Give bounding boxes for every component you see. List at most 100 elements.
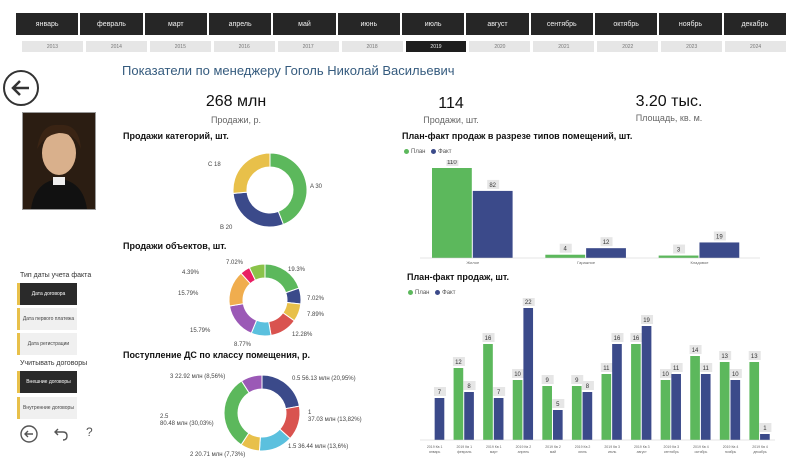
bar-fact — [523, 308, 534, 440]
legend-fact-swatch — [431, 149, 437, 154]
income-title: Поступление ДС по классу помещения, р. — [123, 350, 311, 360]
year-2019[interactable]: 2019 — [405, 41, 467, 52]
fact-type-contract-button[interactable]: Дата договора — [17, 283, 77, 305]
month-8[interactable]: август — [466, 13, 529, 35]
month-11[interactable]: ноябрь — [659, 13, 722, 35]
data-label: 7 — [497, 390, 501, 396]
data-label-bg — [541, 375, 554, 384]
legend-plan-swatch — [408, 290, 413, 295]
data-label-bg — [452, 357, 465, 366]
manager-portrait — [22, 112, 96, 210]
year-2013[interactable]: 2013 — [22, 41, 83, 52]
data-label-bg — [719, 351, 732, 360]
year-filter: 2013 2014 2015 2016 2017 2018 2019 2020 2021 2022… — [22, 41, 787, 52]
internal-contracts-button[interactable]: Внутренние договоры — [17, 397, 77, 419]
data-label-bg — [600, 237, 613, 247]
data-label: 10 — [732, 372, 739, 378]
data-label: 9 — [545, 378, 549, 384]
data-label: 16 — [614, 336, 621, 342]
data-label: 10 — [662, 372, 669, 378]
year-2024[interactable]: 2024 — [725, 41, 787, 52]
bar-fact — [760, 434, 770, 440]
data-label-bg — [522, 298, 535, 306]
year-2014[interactable]: 2014 — [85, 41, 147, 52]
kpi-area-label: Площадь, кв. м. — [635, 113, 703, 123]
data-label-bg — [552, 399, 565, 408]
donut-label: 2 20.71 млн (7,73%) — [190, 452, 245, 458]
data-label: 82 — [489, 183, 496, 189]
donut-label: 0.5 56.13 млн (20,95%) — [292, 376, 356, 382]
bar-plan — [432, 168, 472, 258]
back-icon[interactable] — [20, 425, 38, 446]
bar-fact — [464, 392, 474, 440]
data-label-bg — [673, 244, 686, 254]
year-2016[interactable]: 2016 — [213, 41, 275, 52]
bar-fact — [699, 242, 740, 258]
category-label: 2019 Кв 3 сентябрь — [664, 445, 680, 454]
external-contracts-button[interactable]: Внешние договоры — [17, 371, 77, 393]
bar-plan — [571, 386, 582, 440]
month-1[interactable]: январь — [16, 13, 79, 35]
data-label-bg — [700, 363, 713, 372]
data-label: 3 — [677, 248, 681, 254]
legend-plan-swatch — [404, 149, 409, 154]
bar-plan — [542, 386, 552, 440]
year-2020[interactable]: 2020 — [469, 41, 531, 52]
undo-icon[interactable] — [52, 425, 70, 446]
data-label-bg — [748, 351, 761, 360]
donut-label: 2.5 80.48 млн (30,03%) — [160, 414, 214, 427]
bar-fact — [700, 374, 711, 440]
month-12[interactable]: декабрь — [723, 13, 786, 35]
month-10[interactable]: октябрь — [594, 13, 658, 35]
year-2017[interactable]: 2017 — [277, 41, 339, 52]
kpi-area-value: 3.20 тыс. — [635, 93, 703, 110]
objects-title: Продажи объектов, шт. — [123, 241, 227, 251]
month-6[interactable]: июнь — [337, 13, 400, 35]
month-2[interactable]: февраль — [80, 13, 143, 35]
bar-plan — [483, 344, 493, 440]
data-label: 7 — [438, 390, 442, 396]
bar-fact — [472, 190, 513, 258]
bar-plan — [660, 380, 671, 440]
donut-slice — [223, 380, 250, 446]
month-5[interactable]: май — [273, 13, 336, 35]
data-label-bg — [641, 315, 654, 324]
month-filter: январь февраль март апрель май июнь июль август… — [16, 13, 786, 35]
year-2018[interactable]: 2018 — [341, 41, 403, 52]
month-7[interactable]: июль — [401, 13, 465, 35]
month-4[interactable]: апрель — [208, 13, 272, 35]
back-arrow-circle-icon[interactable] — [3, 70, 39, 106]
donut-label: C 18 — [208, 162, 221, 168]
bar-plan — [631, 344, 641, 440]
data-label: 9 — [575, 378, 579, 384]
help-icon[interactable]: ? — [86, 425, 93, 439]
donut-slice — [248, 263, 266, 281]
year-2022[interactable]: 2022 — [597, 41, 659, 52]
data-label: 12 — [455, 360, 462, 366]
category-label: 2019 Кв 4 октябрь — [693, 445, 709, 454]
bar-fact — [641, 326, 652, 440]
bar-plan — [512, 380, 523, 440]
data-label-bg — [487, 179, 500, 189]
donut-label: 3 22.92 млн (8,56%) — [170, 374, 225, 380]
categories-donut-chart: A 30 B 20 C 18 — [208, 152, 323, 231]
donut-label: 7.02% — [226, 260, 244, 266]
data-label: 11 — [673, 366, 680, 372]
year-2021[interactable]: 2021 — [533, 41, 595, 52]
data-label-bg — [463, 381, 476, 390]
fact-type-registration-button[interactable]: Дата регистрации — [17, 333, 77, 355]
bar-fact — [552, 410, 563, 440]
year-2015[interactable]: 2015 — [149, 41, 211, 52]
plan-fact-types-title: План-факт продаж в разрезе типов помещен… — [402, 131, 633, 141]
year-2023[interactable]: 2023 — [661, 41, 723, 52]
data-label: 14 — [692, 348, 699, 354]
kpi-sales-count-label: Продажи, шт. — [423, 115, 479, 125]
month-3[interactable]: март — [144, 13, 207, 35]
bar-fact — [612, 344, 622, 440]
contracts-label: Учитывать договоры — [20, 360, 88, 367]
fact-type-first-payment-button[interactable]: Дата первого платежа — [17, 308, 77, 330]
data-label: 12 — [603, 240, 610, 246]
legend-fact: Факт — [438, 149, 452, 156]
month-9[interactable]: сентябрь — [530, 13, 593, 35]
bar-fact — [586, 248, 626, 258]
